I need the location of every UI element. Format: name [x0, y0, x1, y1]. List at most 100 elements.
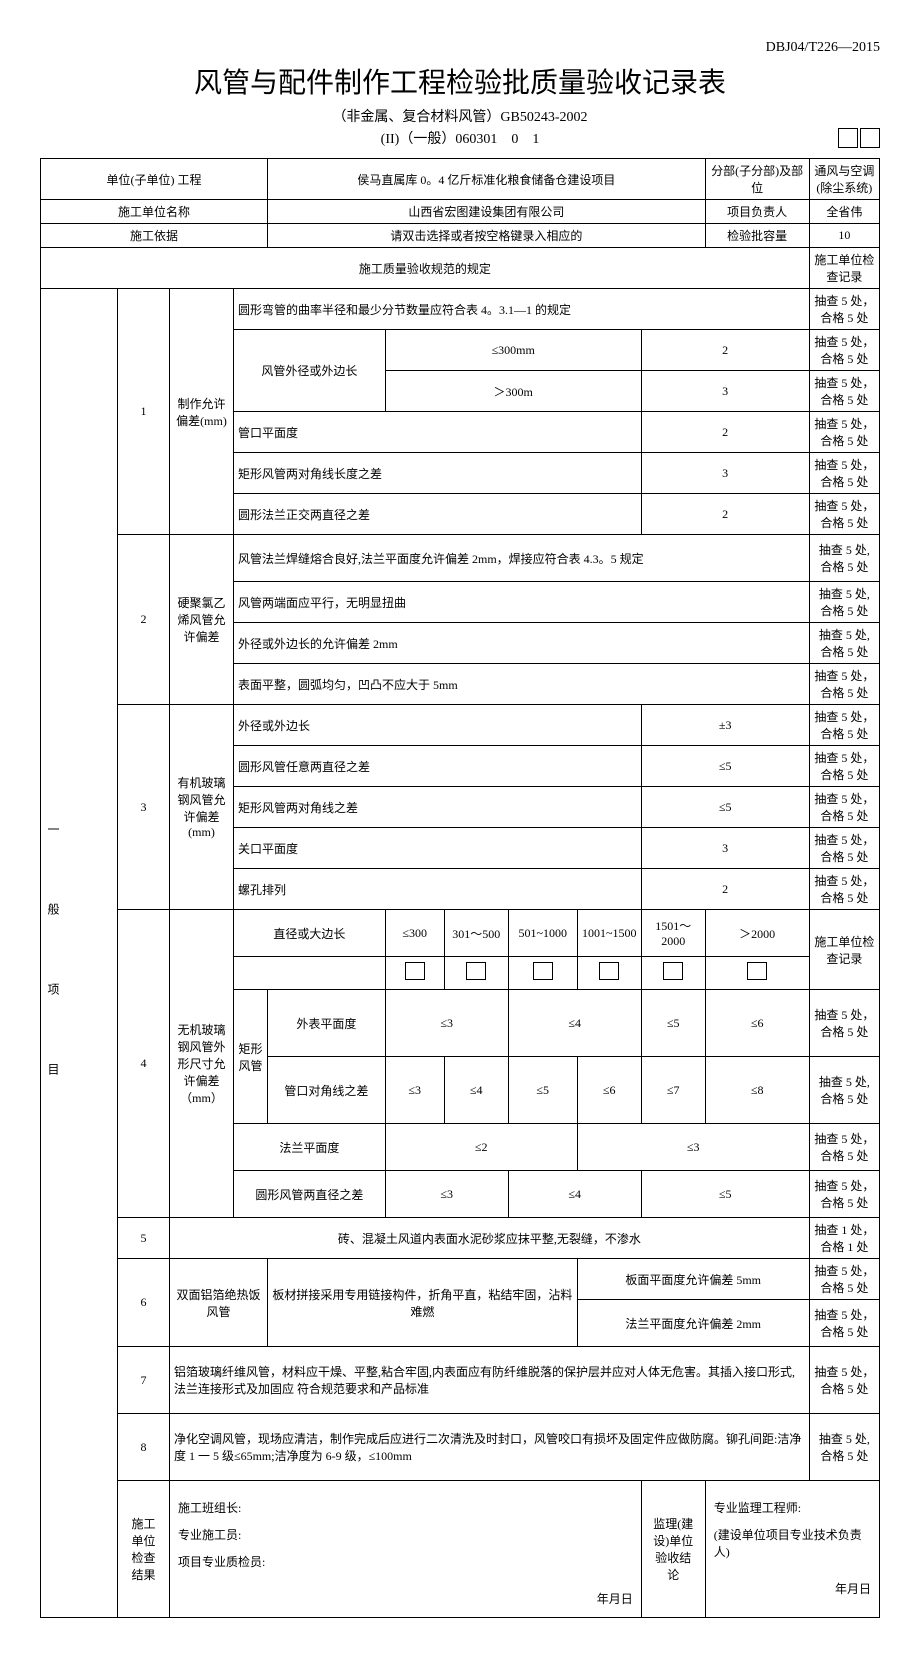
checkbox-1[interactable]: [860, 128, 880, 148]
r4-1-v2: ≤5: [641, 990, 705, 1057]
r1-4-val: 3: [641, 453, 809, 494]
footer-left-label: 施工单位检查结果: [118, 1481, 170, 1618]
footer-mid-label: 监理(建设)单位验收结论: [641, 1481, 705, 1618]
r1-5-val: 2: [641, 494, 809, 535]
r4-2-v4: ≤7: [641, 1057, 705, 1124]
table-row: 8 净化空调风管，现场应清洁，制作完成后应进行二次清洗及时封口，风管咬口有损坏及…: [41, 1414, 880, 1481]
right-date: 年月日: [714, 1580, 871, 1597]
r6-1-check: 抽查 5 处，合格 5 处: [809, 1259, 879, 1300]
r4-header: 直径或大边长: [234, 910, 386, 957]
right-signature-block: 专业监理工程师: (建设单位项目专业技术负责人) 年月日: [705, 1481, 879, 1618]
group3-label: 有机玻璃钢风管允许偏差(mm): [170, 705, 234, 910]
section: 通风与空调(除尘系统): [809, 159, 879, 200]
r8-num: 8: [118, 1414, 170, 1481]
r4-4-v2: ≤5: [641, 1171, 809, 1218]
r4-2-v3: ≤6: [577, 1057, 641, 1124]
quality-spec-label: 施工质量验收规范的规定: [41, 248, 810, 289]
batch-label: 检验批容量: [705, 224, 809, 248]
r4-1-v3: ≤6: [705, 990, 809, 1057]
unit-project: 侯马直属库 0。4 亿斤标准化粮食储备仓建设项目: [268, 159, 706, 200]
r1-3: 管口平面度: [234, 412, 642, 453]
r4-col-3: 1001~1500: [577, 910, 641, 957]
r2-1-check: 抽查 5 处,合格 5 处: [809, 535, 879, 582]
cb-0[interactable]: [385, 957, 444, 990]
r1-1: 圆形弯管的曲率半径和最少分节数量应符合表 4。3.1—1 的规定: [234, 289, 810, 330]
r4-3-v1: ≤3: [577, 1124, 809, 1171]
r4-2-v2: ≤5: [508, 1057, 577, 1124]
pm-label: 项目负责人: [705, 200, 809, 224]
left-signature-block: 施工班组长: 专业施工员: 项目专业质检员: 年月日: [170, 1481, 642, 1618]
r4-sub-label: 矩形风管: [234, 990, 268, 1124]
r4-3: 法兰平面度: [234, 1124, 386, 1171]
team-leader-label: 施工班组长:: [178, 1499, 633, 1516]
r2-2-check: 抽查 5 处,合格 5 处: [809, 582, 879, 623]
r4-4-v0: ≤3: [385, 1171, 508, 1218]
r4-col-2: 501~1000: [508, 910, 577, 957]
group1-label: 制作允许偏差(mm): [170, 289, 234, 535]
r1-2b: ＞300m: [385, 371, 641, 412]
r5-num: 5: [118, 1218, 170, 1259]
group3-num: 3: [118, 705, 170, 910]
r5-check: 抽查 1 处，合格 1 处: [809, 1218, 879, 1259]
r4-3-v0: ≤2: [385, 1124, 577, 1171]
r3-2-check: 抽查 5 处，合格 5 处: [809, 746, 879, 787]
r3-4: 关口平面度: [234, 828, 642, 869]
supervisor-label: 专业监理工程师:: [714, 1499, 871, 1516]
r4-4-v1: ≤4: [508, 1171, 641, 1218]
r4-col-0: ≤300: [385, 910, 444, 957]
r4-2-v5: ≤8: [705, 1057, 809, 1124]
header-row-3: 施工依据 请双击选择或者按空格键录入相应的 检验批容量 10: [41, 224, 880, 248]
r3-3-check: 抽查 5 处，合格 5 处: [809, 787, 879, 828]
r4-check-record-label: 施工单位检查记录: [809, 910, 879, 990]
r4-2-v1: ≤4: [444, 1057, 508, 1124]
checkbox-2[interactable]: [838, 128, 858, 148]
r1-2a-check: 抽查 5 处，合格 5 处: [809, 330, 879, 371]
cb-blank: [234, 957, 386, 990]
r2-4: 表面平整，圆弧均匀，凹凸不应大于 5mm: [234, 664, 810, 705]
subtitle: （非金属、复合材料风管）GB50243-2002: [40, 106, 880, 126]
cb-2[interactable]: [508, 957, 577, 990]
r4-1-check: 抽查 5 处，合格 5 处: [809, 990, 879, 1057]
r4-4-check: 抽查 5 处，合格 5 处: [809, 1171, 879, 1218]
section-label: 分部(子分部)及部位: [705, 159, 809, 200]
r7-check: 抽查 5 处，合格 5 处: [809, 1347, 879, 1414]
unit-project-label: 单位(子单位) 工程: [41, 159, 268, 200]
owner-tech-label: (建设单位项目专业技术负责人): [714, 1526, 871, 1560]
group4-label: 无机玻璃钢风管外形尺寸允许偏差（mm）: [170, 910, 234, 1218]
r3-4-check: 抽查 5 处，合格 5 处: [809, 828, 879, 869]
cb-3[interactable]: [577, 957, 641, 990]
r5: 砖、混凝土风道内表面水泥砂浆应抹平整,无裂缝，不渗水: [170, 1218, 810, 1259]
cb-4[interactable]: [641, 957, 705, 990]
pm: 全省伟: [809, 200, 879, 224]
r4-1: 外表平面度: [268, 990, 386, 1057]
r1-2b-val: 3: [641, 371, 809, 412]
r2-3-check: 抽查 5 处,合格 5 处: [809, 623, 879, 664]
r1-4-check: 抽查 5 处，合格 5 处: [809, 453, 879, 494]
cb-5[interactable]: [705, 957, 809, 990]
header-row-2: 施工单位名称 山西省宏图建设集团有限公司 项目负责人 全省伟: [41, 200, 880, 224]
check-record-label: 施工单位检查记录: [809, 248, 879, 289]
batch-value: 10: [809, 224, 879, 248]
table-row: 一 般 项 目 1 制作允许偏差(mm) 圆形弯管的曲率半径和最少分节数量应符合…: [41, 289, 880, 330]
r8: 净化空调风管，现场应清洁，制作完成后应进行二次清洗及时封口，风管咬口有损坏及固定…: [170, 1414, 810, 1481]
r3-4-val: 3: [641, 828, 809, 869]
cb-1[interactable]: [444, 957, 508, 990]
r3-1-val: ±3: [641, 705, 809, 746]
r4-col-1: 301～500: [444, 910, 508, 957]
left-date: 年月日: [178, 1590, 633, 1607]
group1-num: 1: [118, 289, 170, 535]
construction-unit: 山西省宏图建设集团有限公司: [268, 200, 706, 224]
r1-1-check: 抽查 5 处，合格 5 处: [809, 289, 879, 330]
main-table: 单位(子单位) 工程 侯马直属库 0。4 亿斤标准化粮食储备仓建设项目 分部(子…: [40, 158, 880, 1618]
r4-col-5: ＞2000: [705, 910, 809, 957]
signature-row: 施工单位检查结果 施工班组长: 专业施工员: 项目专业质检员: 年月日 监理(建…: [41, 1481, 880, 1618]
r6-1: 板面平面度允许偏差 5mm: [577, 1259, 809, 1300]
construction-unit-label: 施工单位名称: [41, 200, 268, 224]
r1-3-val: 2: [641, 412, 809, 453]
r3-3-val: ≤5: [641, 787, 809, 828]
r1-4: 矩形风管两对角线长度之差: [234, 453, 642, 494]
r3-5: 螺孔排列: [234, 869, 642, 910]
side-label: 一 般 项 目: [41, 289, 118, 1618]
r1-5-check: 抽查 5 处，合格 5 处: [809, 494, 879, 535]
table-row: 7 铝箔玻璃纤维风管，材料应干燥、平整,粘合牢固,内表面应有防纤维脱落的保护层并…: [41, 1347, 880, 1414]
